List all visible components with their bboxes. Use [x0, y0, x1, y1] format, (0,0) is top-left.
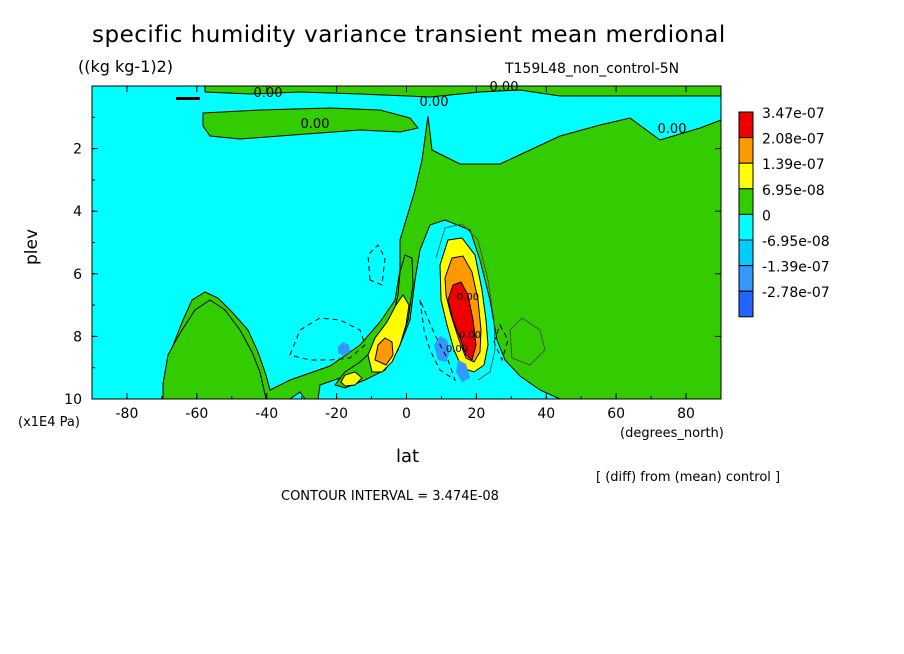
chart-title: specific humidity variance transient mea… — [92, 22, 726, 48]
contour-tick-top — [176, 97, 200, 100]
colorbar-swatch — [738, 265, 754, 292]
positive-contour-outer — [435, 223, 496, 381]
negative-contour-4 — [493, 323, 509, 362]
positive-high-south — [374, 337, 394, 366]
negative-contour-3 — [419, 299, 456, 382]
contour-interval-label: CONTOUR INTERVAL = 3.474E-08 — [281, 489, 499, 504]
colorbar-swatch — [738, 213, 754, 241]
contour-value-label: 0.00 — [459, 330, 481, 341]
positive-mid-south-2 — [340, 371, 363, 387]
x-tick-label: -40 — [255, 406, 278, 422]
negative-region-equator-2 — [456, 360, 470, 382]
x-axis-label: lat — [396, 446, 420, 467]
positive-region-upper — [202, 107, 419, 140]
colorbar-label: 6.95e-08 — [762, 183, 825, 199]
contour-value-label: 0.00 — [446, 344, 468, 355]
x-tick-label: 80 — [677, 406, 695, 422]
colorbar-label: -1.39e-07 — [762, 260, 830, 276]
colorbar-label: -6.95e-08 — [762, 234, 830, 250]
positive-contour-mid — [509, 317, 546, 366]
negative-contour-1 — [289, 317, 366, 361]
x-tick-label: -80 — [116, 406, 139, 422]
colorbar-swatch — [738, 239, 754, 267]
colorbar-label: -2.78e-07 — [762, 285, 830, 301]
x-tick-label: 20 — [467, 406, 485, 422]
contour-value-label: 0.00 — [457, 292, 479, 303]
contour-value-label: 0.00 — [658, 122, 687, 137]
colorbar-legend: 3.47e-07 2.08e-07 1.39e-07 6.95e-08 0 -6.95e-… — [738, 106, 830, 318]
run-label: T159L48_non_control-5N — [505, 61, 680, 77]
contour-value-label: 0.00 — [301, 117, 330, 132]
y-tick-label: 8 — [73, 329, 82, 345]
diff-label: [ (diff) from (mean) control ] — [596, 470, 781, 485]
y-axis-units: (x1E4 Pa) — [18, 415, 80, 430]
y-tick-label: 10 — [64, 392, 82, 408]
negative-region-south — [338, 342, 350, 356]
x-axis-ticks: -80 -60 -40 -20 0 20 40 60 80 — [91, 86, 722, 422]
positive-max-north — [447, 281, 477, 361]
units-label: ((kg kg-1)2) — [78, 57, 174, 76]
colorbar-swatch — [738, 111, 754, 139]
negative-contour-2 — [367, 244, 386, 286]
colorbar-label: 3.47e-07 — [762, 106, 825, 122]
x-tick-label: 40 — [537, 406, 555, 422]
colorbar-swatch — [738, 162, 754, 190]
y-tick-label: 4 — [73, 204, 82, 220]
x-axis-units: (degrees_north) — [620, 426, 724, 441]
x-tick-label: 0 — [402, 406, 411, 422]
colorbar-label: 1.39e-07 — [762, 157, 825, 173]
y-axis-ticks: 2 4 6 8 10 — [64, 116, 721, 408]
colorbar-swatch — [738, 290, 754, 318]
x-tick-label: -60 — [185, 406, 208, 422]
y-tick-label: 2 — [73, 142, 82, 158]
colorbar-label: 0 — [762, 208, 771, 224]
colorbar-swatch — [738, 188, 754, 215]
x-tick-label: -20 — [325, 406, 348, 422]
contour-value-label: 0.00 — [490, 80, 519, 95]
contour-value-label: 0.00 — [254, 86, 283, 101]
contour-field — [162, 85, 722, 400]
y-tick-label: 6 — [73, 267, 82, 283]
colorbar-swatch — [738, 137, 754, 164]
x-tick-label: 60 — [607, 406, 625, 422]
contour-value-label: 0.00 — [420, 95, 449, 110]
colorbar-label: 2.08e-07 — [762, 132, 825, 148]
